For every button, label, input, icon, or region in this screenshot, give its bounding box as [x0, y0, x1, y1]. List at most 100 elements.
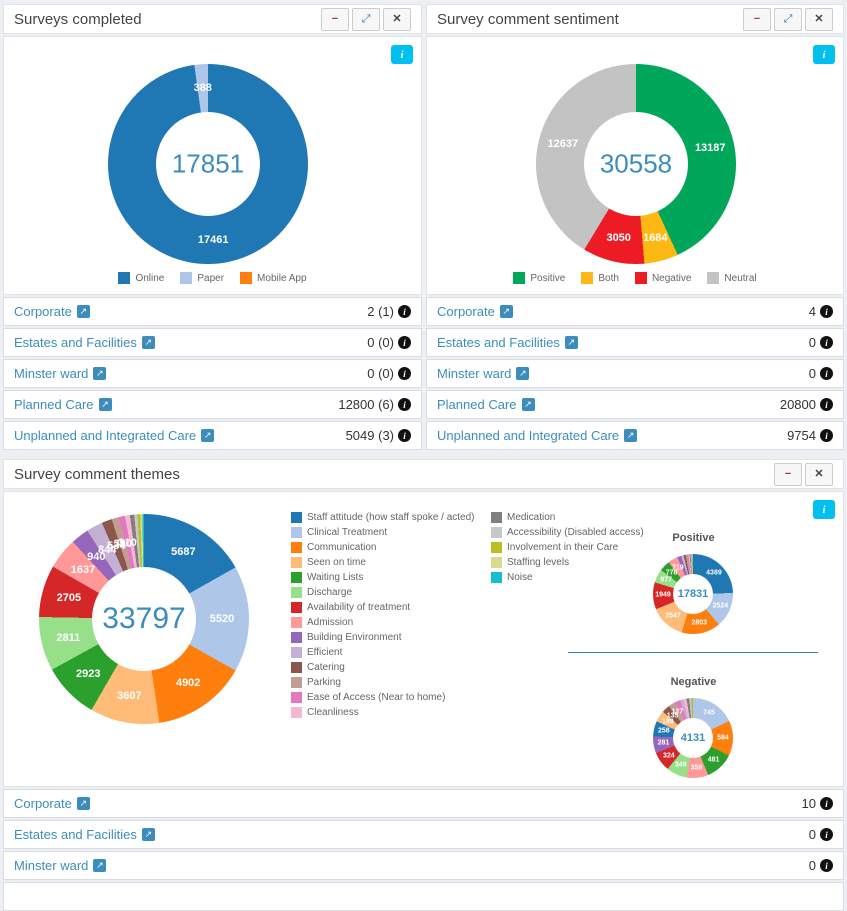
table-row: Corporate ↗ 10 i	[3, 789, 844, 818]
row-label-text: Minster ward	[437, 366, 512, 381]
legend-item[interactable]: Medication	[491, 512, 644, 523]
sentiment-chart-card: i 30558 13187 1684 3050 12637 Positive Both…	[426, 36, 844, 295]
legend-item-paper[interactable]: Paper	[180, 272, 224, 284]
sentiment-donut-chart[interactable]: 30558 13187 1684 3050 12637	[536, 64, 736, 264]
legend-item[interactable]: Catering	[291, 662, 475, 673]
external-link-icon: ↗	[141, 336, 155, 349]
legend-label: Efficient	[307, 647, 343, 658]
legend-item[interactable]: Parking	[291, 677, 475, 688]
slice-label: 2524	[712, 602, 729, 610]
legend-item[interactable]: Seen on time	[291, 557, 475, 568]
minimize-button[interactable]: −	[743, 7, 771, 31]
external-link-icon: ↗	[516, 367, 530, 380]
slice-label: 189	[661, 718, 674, 726]
legend-item-negative[interactable]: Negative	[634, 272, 691, 284]
legend-item[interactable]: Clinical Treatment	[291, 527, 475, 538]
info-icon[interactable]: i	[820, 367, 833, 380]
row-value: 10 i	[802, 796, 833, 811]
info-icon[interactable]: i	[820, 828, 833, 841]
legend-item-both[interactable]: Both	[581, 272, 619, 284]
info-icon[interactable]: i	[813, 500, 835, 519]
legend-item[interactable]: Communication	[291, 542, 475, 553]
info-icon[interactable]: i	[820, 398, 833, 411]
legend-item[interactable]: Waiting Lists	[291, 572, 475, 583]
legend-label: Catering	[307, 662, 345, 673]
legend-item[interactable]: Staffing levels	[491, 557, 644, 568]
legend-item[interactable]: Ease of Access (Near to home)	[291, 692, 475, 703]
info-icon[interactable]: i	[820, 429, 833, 442]
row-value-text: 0	[808, 858, 816, 873]
info-icon[interactable]: i	[398, 336, 411, 349]
row-link-unplanned-care[interactable]: Unplanned and Integrated Care ↗	[14, 428, 215, 443]
info-icon[interactable]: i	[391, 45, 413, 64]
legend-item-neutral[interactable]: Neutral	[707, 272, 757, 284]
row-link-minster-ward[interactable]: Minster ward ↗	[437, 366, 530, 381]
row-link-corporate[interactable]: Corporate ↗	[14, 796, 90, 811]
info-icon[interactable]: i	[398, 305, 411, 318]
legend-item[interactable]: Efficient	[291, 647, 475, 658]
slice-label: 4902	[175, 677, 201, 690]
legend-item-mobile-app[interactable]: Mobile App	[240, 272, 307, 284]
slice-label: 13187	[694, 141, 726, 154]
close-button[interactable]: ✕	[383, 7, 411, 31]
legend-item-positive[interactable]: Positive	[513, 272, 565, 284]
legend-item[interactable]: Availability of treatment	[291, 602, 475, 613]
legend-swatch	[291, 692, 302, 703]
minimize-button[interactable]: −	[774, 462, 802, 486]
legend-item[interactable]: Accessibility (Disabled access)	[491, 527, 644, 538]
info-icon[interactable]: i	[820, 859, 833, 872]
row-label-text: Corporate	[14, 304, 72, 319]
info-icon[interactable]: i	[398, 367, 411, 380]
slice-label: 1684	[643, 231, 668, 244]
legend-item-online[interactable]: Online	[118, 272, 164, 284]
row-link-corporate[interactable]: Corporate ↗	[14, 304, 90, 319]
legend-item[interactable]: Building Environment	[291, 632, 475, 643]
row-link-planned-care[interactable]: Planned Care ↗	[14, 397, 112, 412]
legend-item[interactable]: Noise	[491, 572, 644, 583]
info-icon[interactable]: i	[820, 336, 833, 349]
minimize-button[interactable]: −	[321, 7, 349, 31]
row-link-unplanned-care[interactable]: Unplanned and Integrated Care ↗	[437, 428, 638, 443]
legend-item[interactable]: Discharge	[291, 587, 475, 598]
row-value-text: 5049 (3)	[345, 428, 394, 443]
legend-swatch	[291, 512, 302, 523]
surveys-donut-chart[interactable]: 17851 17461 388	[108, 64, 308, 264]
row-link-minster-ward[interactable]: Minster ward ↗	[14, 858, 107, 873]
info-icon[interactable]: i	[820, 305, 833, 318]
slice-label: 388	[193, 82, 212, 95]
row-value: 9754 i	[787, 428, 833, 443]
legend-item[interactable]: Staff attitude (how staff spoke / acted)	[291, 512, 475, 523]
row-link-estates[interactable]: Estates and Facilities ↗	[14, 335, 155, 350]
legend-swatch	[291, 527, 302, 538]
info-icon[interactable]: i	[398, 398, 411, 411]
close-button[interactable]: ✕	[805, 7, 833, 31]
legend-item[interactable]: Involvement in their Care	[491, 542, 644, 553]
slice-label: 310	[118, 536, 137, 549]
info-icon[interactable]: i	[813, 45, 835, 64]
legend-item[interactable]: Admission	[291, 617, 475, 628]
expand-button[interactable]: ⤢	[352, 7, 380, 31]
table-row: Unplanned and Integrated Care ↗ 9754 i	[426, 421, 844, 450]
slice-label: 778	[665, 569, 678, 577]
legend-swatch	[291, 707, 302, 718]
row-link-planned-care[interactable]: Planned Care ↗	[437, 397, 535, 412]
close-button[interactable]: ✕	[805, 462, 833, 486]
info-icon[interactable]: i	[398, 429, 411, 442]
panel-title: Survey comment themes	[14, 465, 180, 483]
row-link-estates[interactable]: Estates and Facilities ↗	[14, 827, 155, 842]
expand-button[interactable]: ⤢	[774, 7, 802, 31]
slice-label: 4389	[706, 569, 722, 577]
legend-item[interactable]: Cleanliness	[291, 707, 475, 718]
slice-label: 5520	[209, 612, 235, 625]
positive-donut-chart[interactable]: 17831 4389 2524 2803 2547 1949 977 778 719	[653, 554, 733, 634]
info-icon[interactable]: i	[820, 797, 833, 810]
row-link-minster-ward[interactable]: Minster ward ↗	[14, 366, 107, 381]
negative-donut-chart[interactable]: 4131 745 584 481 359 349 324 281 258 189 135 127	[653, 698, 733, 778]
row-link-estates[interactable]: Estates and Facilities ↗	[437, 335, 578, 350]
legend-label: Availability of treatment	[307, 602, 411, 613]
row-link-corporate[interactable]: Corporate ↗	[437, 304, 513, 319]
themes-donut-chart[interactable]: 33797 5687 5520 4902 3607 2923 2811 2705 1637 94…	[39, 514, 249, 724]
donut-center-total: 30558	[599, 148, 673, 179]
panel-header: Survey comment themes − ✕	[3, 459, 844, 489]
